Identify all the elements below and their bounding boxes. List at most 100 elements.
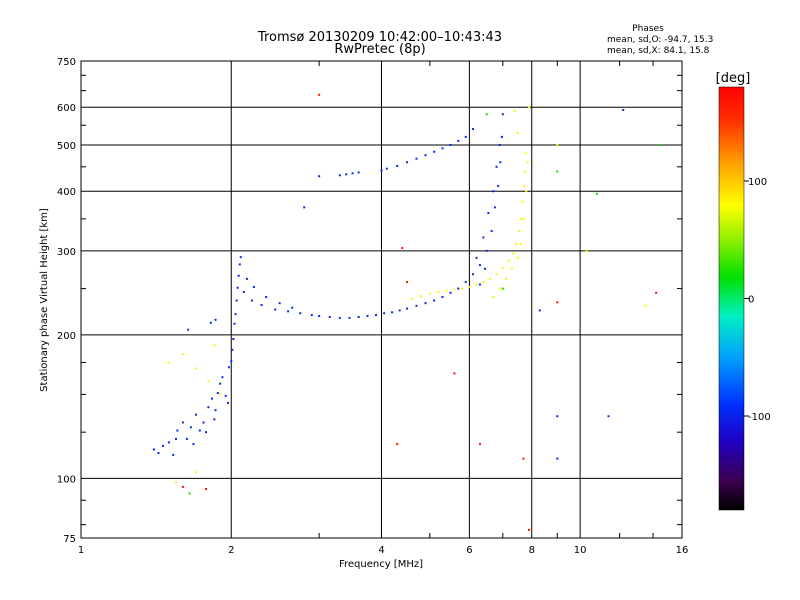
data-point [478,443,481,446]
x-tick-label: 16 [676,545,689,556]
data-point [659,143,662,146]
data-point [441,296,444,299]
data-point [242,290,245,293]
data-point [214,409,217,412]
data-point [167,361,170,364]
y-tick-label: 300 [57,247,76,258]
data-point [181,353,184,356]
data-point [366,315,369,318]
chart-title-line2: RwPretec (8p) [334,42,425,57]
data-point [176,429,179,432]
data-point [338,174,341,177]
data-point [224,394,227,397]
data-point [468,285,471,288]
data-point [498,287,501,290]
phases-o-stats: mean, sd,O: -94.7, 15.3 [607,35,713,45]
data-point [490,230,493,233]
data-point [556,457,559,460]
data-point [181,485,184,488]
series-O [152,109,625,460]
data-point [500,135,503,138]
data-point [528,528,531,531]
data-point [420,295,423,298]
plot-area [80,60,683,539]
data-point [245,277,248,280]
data-point [516,256,519,259]
data-point [449,143,452,146]
data-point [519,243,522,246]
data-point [174,437,177,440]
data-point [504,277,507,280]
phases-title: Phases [632,24,664,34]
data-point [622,109,625,112]
data-point [655,291,658,294]
data-point [528,106,531,109]
colorbar-ticks: 100 0 -100 [744,177,771,423]
data-point [375,314,378,317]
x-tick-label: 2 [228,545,234,556]
data-point [464,281,467,284]
data-point [523,170,526,173]
data-point [410,297,413,300]
x-tick-label: 10 [574,545,587,556]
data-point [501,267,504,270]
series-other2 [188,113,662,495]
data-point [499,161,502,164]
y-tick-label: 100 [57,474,76,485]
data-point [522,457,525,460]
data-point [492,190,495,193]
data-point [348,316,351,319]
data-point [433,299,436,302]
data-point [406,281,409,284]
data-point [162,444,165,447]
data-point [192,443,195,446]
data-point [231,348,234,351]
data-point [213,418,216,421]
scatter-points [152,93,662,531]
data-point [391,311,394,314]
data-point [216,392,219,395]
y-tick-label: 500 [57,141,76,152]
colorbar: [deg] 100 0 -100 [716,71,771,511]
data-point [524,152,527,155]
data-point [585,249,588,252]
data-point [274,308,277,311]
y-tick-label: 200 [57,331,76,342]
y-axis-label: Stationary phase Virtual Height [km] [39,208,50,392]
y-tick-label: 750 [57,57,76,68]
data-point [510,267,513,270]
x-tick-label: 8 [529,545,535,556]
data-point [507,259,510,262]
data-point [478,264,481,267]
data-point [471,273,474,276]
data-point [501,287,504,290]
colorbar-tick-label: 100 [748,177,767,188]
data-point [501,113,504,116]
data-point [213,344,216,347]
data-point [482,236,485,239]
data-point [236,286,239,289]
data-point [238,263,241,266]
data-point [232,337,235,340]
data-point [489,277,492,280]
data-point [310,314,313,317]
data-point [233,322,236,325]
chart-title-line1: Tromsø 20130209 10:42:00–10:43:43 [257,30,502,45]
data-point [357,171,360,174]
data-point [449,291,452,294]
data-point [487,212,490,215]
series-other [181,93,658,531]
data-point [484,267,487,270]
data-point [228,366,231,369]
data-point [475,283,478,286]
data-point [187,328,190,331]
data-point [485,113,488,116]
data-point [221,376,224,379]
data-point [497,185,500,188]
data-point [338,316,341,319]
data-point [526,161,529,164]
data-point [278,302,281,305]
data-point [485,249,488,252]
data-point [453,372,456,375]
